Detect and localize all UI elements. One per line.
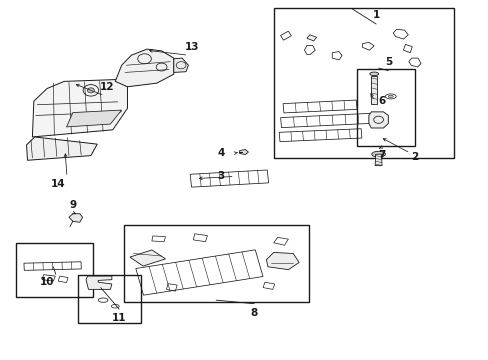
Bar [356, 69, 414, 146]
Text: 1: 1 [372, 10, 379, 20]
Ellipse shape [371, 151, 385, 157]
Polygon shape [66, 110, 122, 127]
Polygon shape [173, 58, 188, 72]
Ellipse shape [369, 72, 378, 76]
Bar [78, 275, 141, 323]
Polygon shape [239, 149, 248, 154]
Text: 9: 9 [69, 200, 76, 210]
Text: 4: 4 [217, 148, 224, 158]
Text: 14: 14 [51, 179, 65, 189]
Text: 13: 13 [184, 42, 199, 52]
Polygon shape [368, 112, 387, 128]
Bar [16, 243, 93, 297]
Text: 8: 8 [250, 308, 257, 318]
Polygon shape [374, 154, 381, 166]
Circle shape [87, 88, 94, 93]
Text: 3: 3 [217, 171, 224, 181]
Text: 6: 6 [378, 96, 385, 106]
Polygon shape [306, 35, 316, 41]
Polygon shape [115, 49, 173, 87]
Polygon shape [26, 137, 97, 160]
Text: 10: 10 [40, 277, 54, 287]
Polygon shape [86, 276, 112, 289]
Polygon shape [32, 80, 127, 137]
Polygon shape [266, 252, 299, 270]
Bar [124, 225, 309, 302]
Text: 12: 12 [100, 82, 114, 92]
Text: 7: 7 [378, 150, 385, 160]
Polygon shape [130, 250, 165, 266]
Ellipse shape [387, 95, 392, 98]
Polygon shape [69, 214, 82, 222]
Text: 11: 11 [112, 313, 126, 323]
Text: 5: 5 [384, 57, 391, 67]
Bar [273, 8, 453, 158]
Text: 2: 2 [411, 152, 418, 162]
Polygon shape [370, 76, 376, 104]
